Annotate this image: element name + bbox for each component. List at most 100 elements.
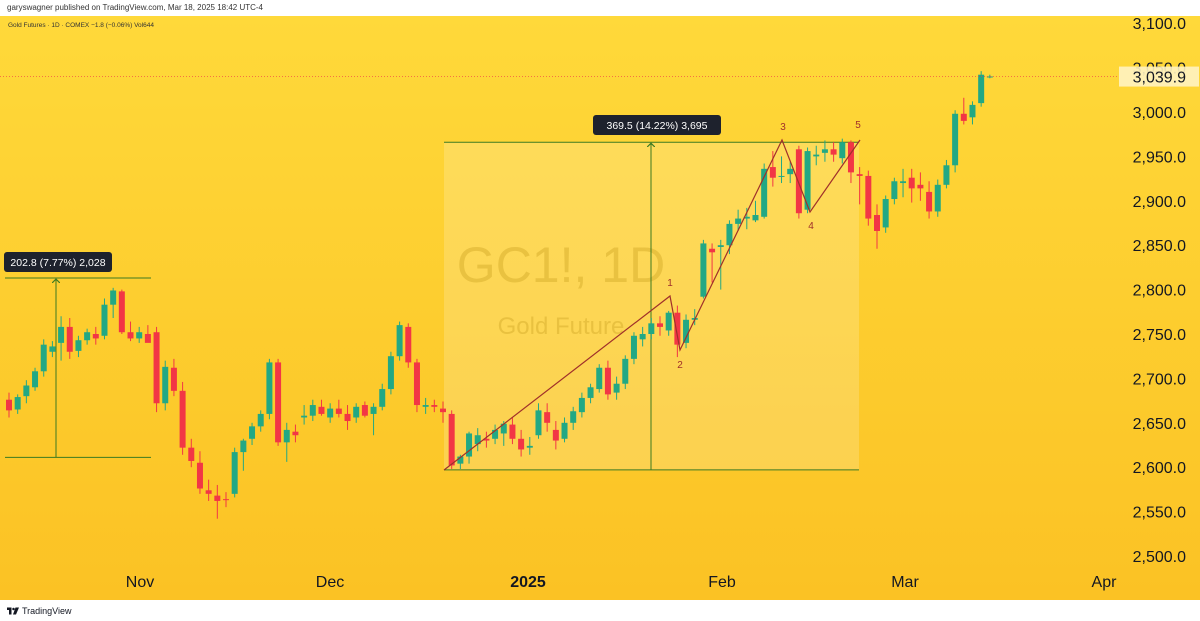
candle-body: [683, 319, 690, 343]
candle: [648, 318, 655, 340]
last-price-box: [1119, 66, 1199, 87]
candle-body: [231, 452, 238, 494]
wave-label: 1: [667, 278, 673, 289]
candle: [787, 161, 794, 184]
candle: [865, 170, 872, 226]
candle: [500, 421, 507, 446]
candle: [856, 167, 863, 205]
candle: [58, 316, 65, 361]
tradingview-icon: [7, 607, 19, 615]
candle: [405, 323, 412, 368]
candle: [118, 289, 125, 334]
candle: [240, 438, 247, 471]
candle-body: [144, 334, 151, 343]
candle: [223, 492, 229, 508]
candle-body: [926, 191, 933, 212]
candle-body: [84, 332, 91, 341]
candle-body: [761, 168, 768, 217]
candle: [526, 437, 533, 455]
candle-body: [726, 223, 733, 246]
candle-body: [717, 245, 724, 247]
candle-body: [969, 104, 976, 118]
candle-body: [301, 415, 308, 418]
candle-body: [778, 175, 785, 177]
candle: [561, 417, 568, 443]
candle-body: [309, 405, 316, 416]
candle: [466, 431, 473, 464]
candle-body: [110, 290, 117, 305]
candle: [952, 110, 959, 173]
candle: [700, 239, 707, 299]
candle-body: [787, 168, 794, 175]
candle: [900, 168, 907, 198]
watermark-symbol: GC1!, 1D: [457, 237, 665, 293]
candle: [110, 287, 117, 319]
candle-body: [396, 325, 403, 357]
candle: [32, 367, 39, 391]
candle: [518, 429, 525, 457]
wave-label: 4: [808, 221, 814, 232]
wave-label: 5: [855, 120, 861, 131]
candle: [275, 358, 282, 446]
wave-label: 3: [780, 122, 786, 133]
candle-body: [509, 424, 516, 439]
candle: [483, 431, 490, 448]
candle-body: [952, 113, 959, 166]
candle-body: [596, 367, 603, 390]
candle-body: [674, 312, 681, 345]
candle-body: [118, 291, 125, 333]
candle: [622, 355, 629, 390]
candle-body: [544, 412, 551, 423]
candle-body: [214, 495, 221, 501]
candle-body: [170, 367, 177, 391]
candle: [474, 428, 481, 452]
tradingview-logo[interactable]: TradingView: [7, 606, 72, 616]
candle-body: [361, 405, 368, 416]
candle-body: [613, 383, 620, 393]
candle-body: [66, 326, 73, 352]
candle: [318, 399, 325, 416]
candle: [162, 360, 169, 411]
candle: [84, 328, 91, 345]
candle: [882, 195, 889, 233]
candle: [934, 179, 941, 217]
candle-body: [500, 423, 507, 434]
y-tick-label: 2,650.0: [1133, 416, 1186, 433]
y-tick-label: 3,000.0: [1133, 105, 1186, 122]
candle: [969, 101, 976, 125]
candle-body: [240, 440, 247, 453]
y-tick-label: 2,550.0: [1133, 505, 1186, 522]
candle-body: [813, 154, 820, 157]
candle-body: [466, 433, 473, 457]
candle-body: [318, 406, 325, 414]
y-tick-label: 2,750.0: [1133, 327, 1186, 344]
candle: [587, 383, 594, 404]
candle-body: [257, 413, 264, 427]
candle: [292, 424, 299, 443]
candle: [301, 405, 308, 425]
candle: [6, 392, 12, 418]
measure-left-label-box: [4, 252, 112, 272]
candle-body: [526, 445, 533, 448]
candle: [613, 376, 620, 400]
candle: [821, 140, 828, 162]
candle-body: [769, 167, 776, 178]
candle: [908, 168, 915, 203]
candle: [231, 447, 238, 498]
candle-body: [874, 215, 880, 231]
candle: [396, 321, 403, 361]
candle: [535, 403, 542, 439]
candle-body: [839, 142, 846, 159]
candle-body: [431, 405, 438, 407]
candle: [413, 358, 420, 413]
candle: [978, 71, 985, 107]
candle: [596, 364, 603, 393]
candle: [448, 410, 455, 469]
candle: [544, 403, 551, 432]
candle: [874, 204, 880, 249]
candle-body: [847, 142, 854, 173]
candle-body: [821, 149, 828, 153]
candle: [552, 421, 559, 450]
candle: [847, 140, 854, 184]
